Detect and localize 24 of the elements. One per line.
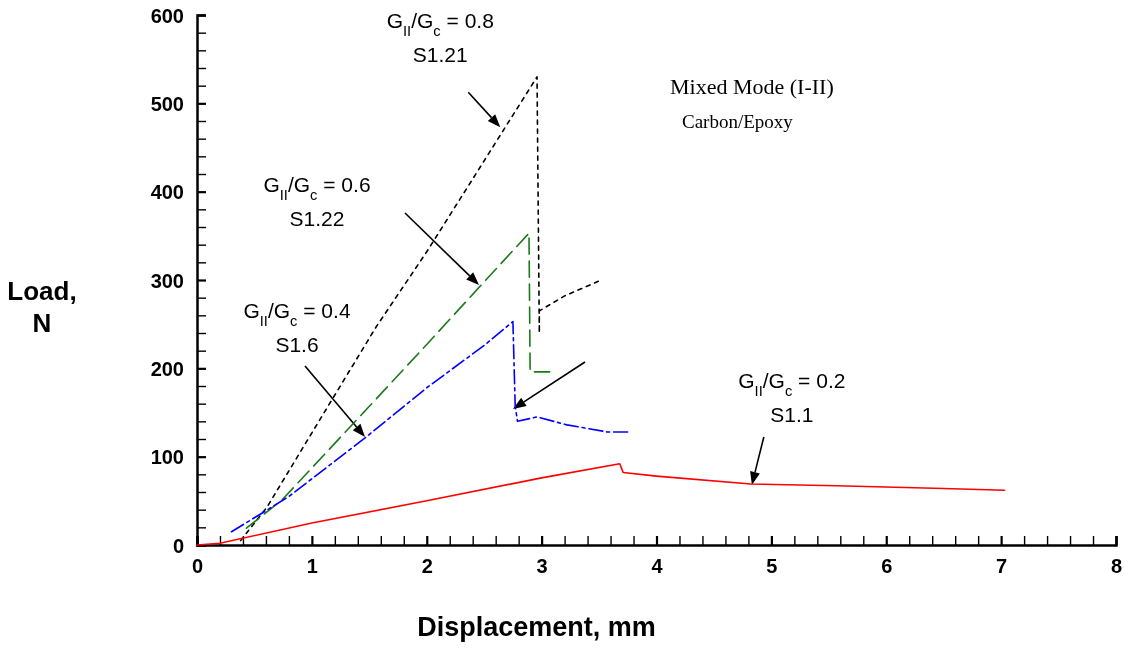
x-tick-label: 7 <box>996 555 1008 577</box>
y-tick-label: 200 <box>150 357 184 380</box>
x-axis-title: Displacement, mm <box>417 612 656 642</box>
y-tick-label: 400 <box>150 181 184 204</box>
annotation: G$_{II}$/G$_{c}$ = 0.4 S1.6 <box>243 299 351 356</box>
y-tick-label: 0 <box>172 534 184 557</box>
text: Mixed Mode (I-II) <box>670 74 834 99</box>
x-tick-label: 1 <box>306 555 318 577</box>
annotation: G$_{II}$/G$_{c}$ = 0.8 S1.21 <box>386 9 494 67</box>
x-tick-label: 0 <box>191 555 204 577</box>
y-axis-title: Load, N <box>7 276 77 338</box>
text: Carbon/Epoxy <box>682 111 794 132</box>
x-tick-label: 6 <box>881 555 893 577</box>
x-tick-label: 5 <box>766 555 778 577</box>
x-tick-label: 2 <box>421 555 433 577</box>
x-tick-label: 4 <box>651 555 664 577</box>
x-tick-label: 3 <box>536 555 548 577</box>
y-tick-label: 100 <box>150 446 184 469</box>
y-tick-label: 500 <box>150 92 184 115</box>
annotation: G$_{II}$/G$_{c}$ = 0.6 S1.22 <box>263 173 371 230</box>
annotation: G$_{II}$/G$_{c}$ = 0.2 S1.1 <box>738 368 846 426</box>
x-tick-label: 8 <box>1110 555 1123 577</box>
y-tick-label: 600 <box>150 4 184 27</box>
y-tick-label: 300 <box>150 269 184 292</box>
